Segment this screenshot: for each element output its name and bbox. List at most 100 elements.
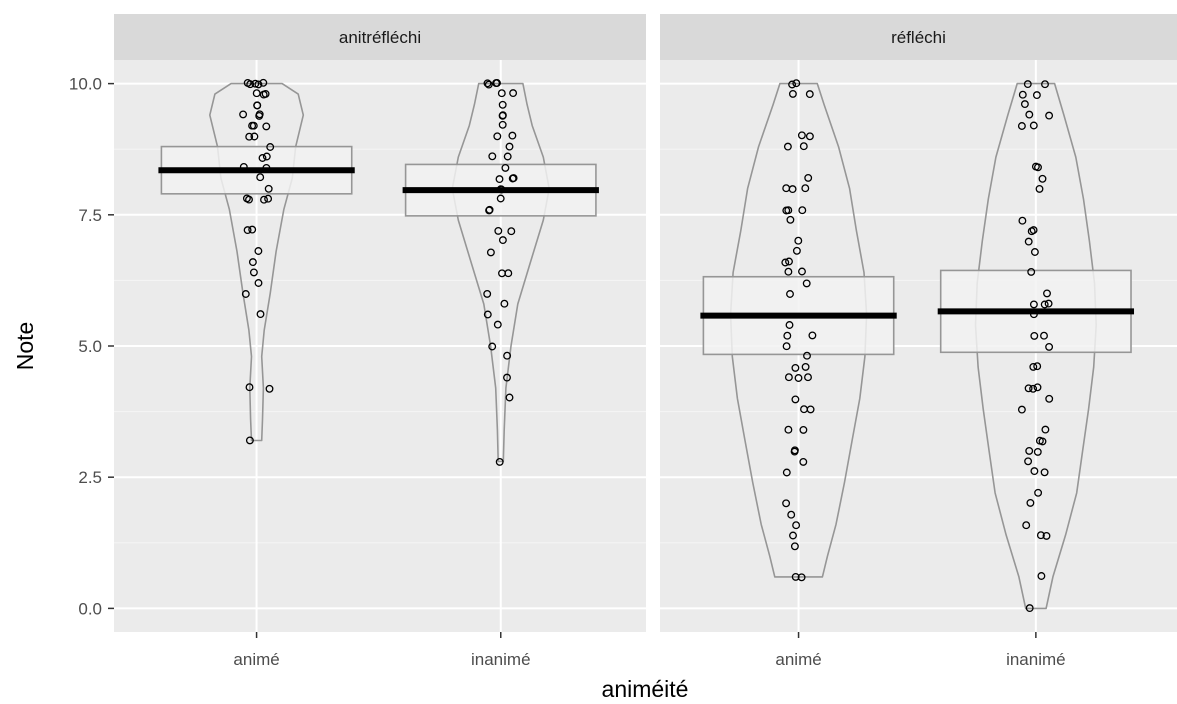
data-point [801,184,810,193]
data-point [253,101,262,110]
data-point [1024,384,1033,393]
data-point [256,173,265,182]
data-point [788,89,797,98]
data-point [486,248,495,257]
data-point [508,131,517,140]
data-point [1045,342,1054,351]
data-point [805,132,814,141]
data-point [262,122,271,131]
data-point [246,80,255,89]
data-point [1017,122,1026,130]
data-point [493,320,502,329]
data-point [507,227,516,236]
data-point [262,152,271,161]
data-point [254,80,263,89]
data-point [1025,604,1034,613]
data-point [256,310,265,319]
data-point [792,521,801,530]
data-point [1044,299,1053,308]
data-point [1045,111,1054,120]
facet-strip-label: anitréfléchi [339,28,421,47]
violin-group-1 [402,79,599,466]
y-axis-title: Note [12,322,38,371]
data-point [1033,362,1042,371]
data-point [254,247,263,255]
data-point [1032,91,1041,100]
data-point [803,351,811,360]
data-point [503,351,512,360]
data-point [784,425,793,434]
data-point [254,279,263,287]
data-point [496,194,505,203]
y-tick-label: 7.5 [78,206,102,225]
data-point [498,236,507,245]
data-point [782,206,791,215]
data-point [497,89,506,98]
data-point [259,78,268,87]
data-point [781,258,790,267]
data-point [1034,163,1042,172]
data-point [804,373,812,382]
data-point [258,154,267,162]
violin-outline [729,82,868,578]
data-point [782,468,791,477]
data-point [792,79,801,88]
facet-strip [660,14,1177,60]
data-point [494,226,503,235]
data-point [252,89,261,98]
data-point [799,142,808,151]
data-point [789,531,797,540]
y-tick-label: 5.0 [78,337,102,356]
data-point [1030,331,1039,340]
data-point [1027,227,1036,236]
data-point [798,267,806,276]
data-point [784,267,793,276]
data-point [799,425,808,434]
data-point [498,100,507,109]
data-point [1020,100,1029,109]
data-point [1022,521,1031,530]
data-point [798,206,807,215]
data-point [1030,248,1039,256]
data-point [1036,531,1045,540]
data-point [1024,237,1033,246]
data-point [782,342,791,351]
data-point [1041,425,1050,434]
y-tick-label: 10.0 [69,75,102,94]
data-point [1017,405,1026,414]
data-point [1035,184,1044,193]
data-point [495,457,504,466]
data-point [1018,216,1027,225]
data-point [1033,383,1042,392]
violin-group-3 [937,80,1135,613]
violin-outline [451,82,550,463]
data-point [504,269,513,278]
data-point [784,373,793,382]
data-point [243,226,252,235]
data-point [785,257,793,266]
data-point [799,457,808,466]
x-axis-title: animéité [602,676,689,702]
data-point [500,299,509,308]
data-point [245,383,254,392]
data-point [251,79,260,88]
data-point [1042,531,1051,540]
data-point [783,331,792,340]
data-point [785,321,794,329]
data-point [808,331,817,340]
data-point [794,374,803,382]
violin-outline [209,82,305,442]
facet-strip-label: réfléchi [891,28,946,47]
data-point [493,132,502,141]
violin-outline [974,82,1097,610]
data-point [488,152,497,161]
data-point [483,289,492,298]
y-tick-label: 0.0 [78,599,102,618]
data-point [508,174,517,183]
data-point [488,342,497,351]
data-point [786,215,795,224]
data-point [1045,394,1054,403]
data-point [498,120,507,129]
data-point [248,258,257,267]
data-point [250,132,259,141]
